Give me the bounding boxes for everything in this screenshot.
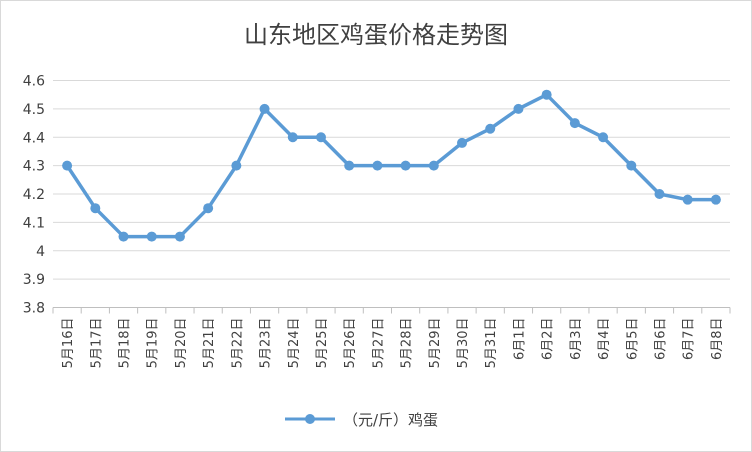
- data-point: [90, 203, 101, 214]
- data-point: [710, 194, 721, 205]
- x-axis-tick-labels: 5月16日 5月17日 5月18日 5月19日 5月20日 5月21日 5月22日 5月23日…: [61, 317, 725, 368]
- chart-title: 山东地区鸡蛋价格走势图: [244, 21, 508, 49]
- y-tick-label: 3.8: [23, 301, 45, 317]
- x-tick-label: 5月22日: [230, 318, 245, 369]
- data-point: [485, 123, 496, 134]
- x-tick-label: 6月4日: [597, 318, 612, 361]
- x-axis: [52, 307, 731, 314]
- data-point: [372, 160, 383, 171]
- x-tick-label: 6月6日: [653, 318, 668, 361]
- data-point: [259, 103, 270, 114]
- legend-marker-swatch: [305, 414, 315, 424]
- data-point: [457, 137, 468, 148]
- y-tick-label: 4.2: [23, 187, 45, 203]
- y-tick-label: 4.6: [23, 74, 45, 90]
- x-tick-label: 5月27日: [371, 318, 386, 369]
- x-tick-label: 5月18日: [118, 318, 133, 369]
- y-axis-tick-labels: 3.8 3.9 4 4.1 4.2 4.3 4.4 4.5 4.6: [23, 74, 45, 317]
- data-point: [654, 189, 665, 199]
- data-point: [541, 89, 552, 100]
- data-point: [513, 103, 524, 114]
- legend-label: （元/斤）鸡蛋: [343, 411, 438, 429]
- data-point: [203, 203, 214, 214]
- y-tick-label: 3.9: [23, 272, 45, 288]
- x-tick-label: 6月7日: [682, 318, 697, 361]
- x-tick-label: 5月24日: [287, 318, 302, 369]
- x-tick-label: 5月26日: [343, 318, 358, 369]
- data-point: [598, 132, 609, 143]
- y-tick-label: 4.3: [23, 159, 45, 175]
- y-tick-label: 4.1: [23, 215, 45, 231]
- data-point: [174, 231, 185, 242]
- y-tick-label: 4.5: [23, 102, 45, 118]
- x-tick-label: 5月23日: [259, 318, 274, 369]
- x-tick-label: 5月30日: [456, 318, 471, 369]
- data-point: [118, 231, 129, 242]
- x-tick-label: 6月5日: [625, 318, 640, 361]
- y-tick-label: 4.4: [23, 130, 45, 146]
- x-tick-label: 6月2日: [541, 318, 556, 361]
- data-point: [626, 160, 637, 171]
- data-point: [315, 132, 326, 143]
- y-tick-label: 4: [36, 244, 45, 260]
- x-tick-label: 6月3日: [569, 318, 584, 361]
- x-tick-label: 5月31日: [484, 317, 499, 368]
- data-point: [682, 194, 693, 205]
- x-tick-label: 5月19日: [146, 318, 161, 369]
- x-tick-label: 5月16日: [61, 318, 76, 369]
- series-egg: [62, 89, 721, 242]
- x-tick-label: 6月1日: [512, 318, 527, 361]
- legend: （元/斤）鸡蛋: [285, 411, 438, 429]
- x-tick-label: 5月25日: [315, 318, 330, 369]
- x-tick-label: 5月20日: [174, 318, 189, 369]
- data-point: [146, 231, 157, 242]
- x-tick-label: 6月8日: [710, 318, 725, 361]
- x-tick-label: 5月21日: [202, 318, 217, 369]
- x-tick-label: 5月28日: [400, 318, 415, 369]
- x-tick-label: 5月29日: [428, 318, 443, 369]
- data-point: [287, 132, 298, 143]
- data-point: [62, 160, 73, 171]
- data-point: [231, 160, 242, 171]
- data-point: [400, 160, 411, 171]
- x-tick-label: 5月17日: [89, 318, 104, 369]
- data-point: [344, 160, 355, 171]
- data-point: [428, 160, 439, 171]
- gridlines: [53, 80, 730, 280]
- data-point: [569, 118, 580, 129]
